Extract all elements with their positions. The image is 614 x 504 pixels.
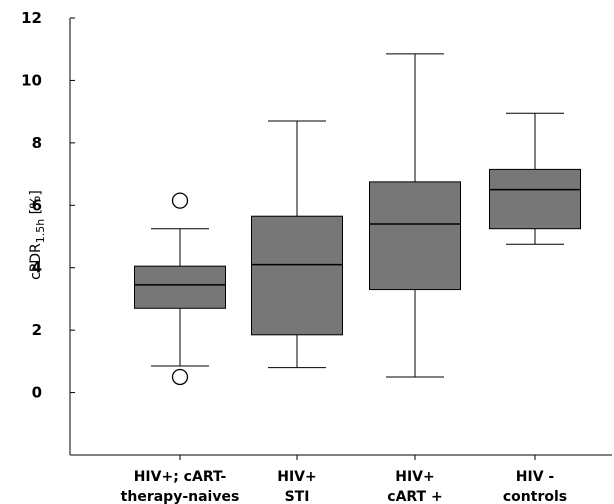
y-axis-title: cPDR1.5h [%] [28, 190, 47, 280]
box [489, 168, 581, 230]
x-category-label: cART + [387, 489, 442, 504]
y-tick-label: 2 [32, 321, 42, 339]
box [251, 215, 343, 336]
x-category-label: HIV - [516, 469, 555, 485]
y-tick-label: 12 [21, 9, 42, 27]
boxes [134, 53, 581, 386]
outlier-point [171, 368, 189, 386]
y-tick-label: 10 [21, 71, 42, 89]
box-group [134, 192, 226, 386]
outlier-point [171, 192, 189, 209]
box-group [369, 53, 461, 378]
box [134, 265, 226, 309]
box-group [489, 112, 581, 245]
y-axis-title-unit: [%] [28, 190, 44, 219]
y-axis-title-subscript: 1.5h [34, 219, 47, 243]
x-category-label: STI [285, 489, 310, 504]
x-category-label: therapy-naives [121, 489, 240, 504]
x-category-label: HIV+ [277, 469, 317, 485]
y-tick-label: 8 [32, 134, 42, 152]
x-category-label: HIV+; cART- [134, 469, 227, 485]
y-tick-label: 6 [32, 196, 42, 214]
box [369, 181, 461, 291]
y-tick-label: 4 [32, 259, 42, 277]
x-category-label: controls [503, 489, 567, 504]
x-category-label: HIV+ [395, 469, 435, 485]
x-axis [70, 454, 612, 460]
x-axis-category-labels: HIV+; cART-therapy-naives HIV+ STI HIV+ cART… [121, 469, 567, 504]
y-tick-label: 0 [32, 384, 42, 402]
y-axis-title-main: cPDR [28, 243, 44, 280]
y-axis: 0 2 4 6 8 10 12 [21, 9, 75, 455]
box-group [251, 120, 343, 369]
